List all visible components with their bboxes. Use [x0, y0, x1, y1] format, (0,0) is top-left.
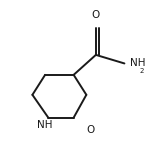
Text: NH: NH	[130, 58, 145, 68]
Text: NH: NH	[37, 121, 52, 130]
Text: O: O	[86, 125, 94, 136]
Text: 2: 2	[140, 68, 144, 74]
Text: O: O	[92, 10, 100, 20]
